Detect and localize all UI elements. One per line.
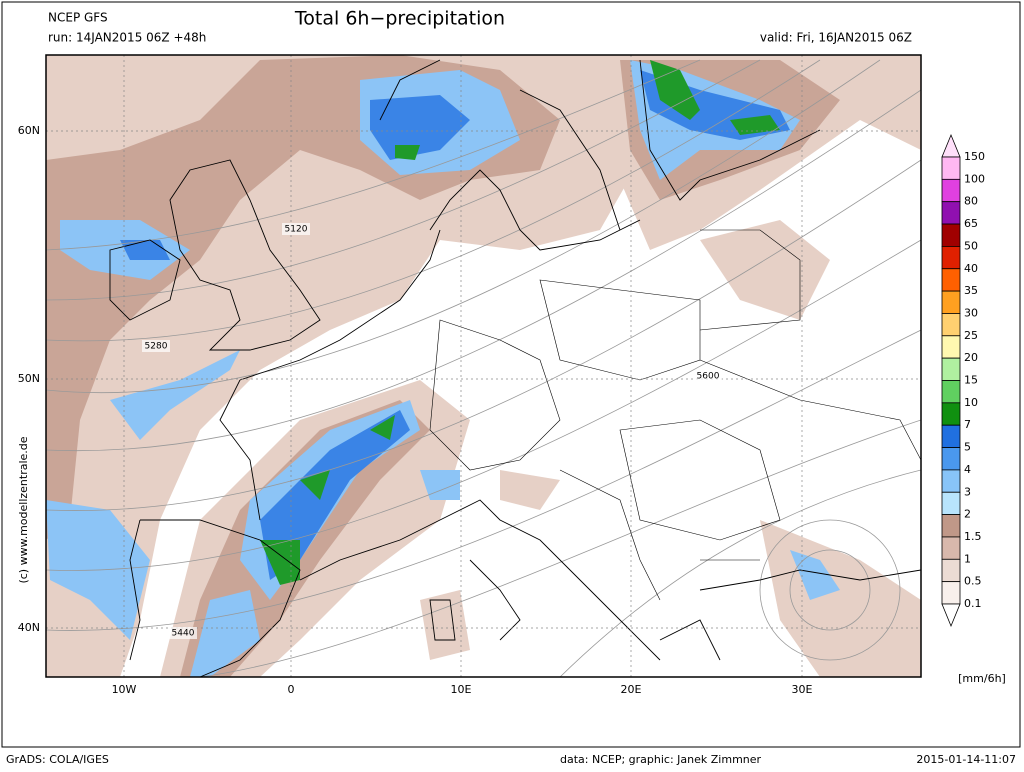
legend-box	[941, 357, 961, 381]
legend-box	[941, 156, 961, 180]
precip-green	[260, 60, 780, 585]
legend-triangle-bottom	[941, 603, 961, 628]
legend-box	[941, 447, 961, 471]
legend-label: 7	[964, 418, 971, 431]
contour-label-bg	[142, 340, 170, 352]
legend-box	[941, 245, 961, 270]
map-title: Total 6h−precipitation	[294, 8, 505, 30]
legend-label: 5	[964, 441, 971, 454]
footer-left: GrADS: COLA/IGES	[6, 753, 109, 766]
contour-label: 5280	[145, 342, 168, 352]
contour-label: 5440	[172, 629, 195, 639]
legend-box	[941, 402, 961, 426]
legend-label: 1	[964, 552, 971, 565]
legend-label: 25	[964, 329, 978, 342]
legend-label: 15	[964, 374, 978, 387]
legend-unit: [mm/6h]	[958, 672, 1006, 685]
footer-right: 2015-01-14-11:07	[916, 753, 1016, 766]
legend-label: 150	[964, 150, 985, 163]
legend-label: 2	[964, 508, 971, 521]
lat-label: 50N	[18, 372, 40, 385]
legend-box	[941, 380, 961, 404]
legend-box	[941, 424, 961, 448]
lat-label: 60N	[18, 124, 40, 137]
legend-label: 100	[964, 172, 985, 185]
contour-label: 5600	[697, 372, 720, 382]
map-frame	[45, 54, 922, 678]
legend-label: 35	[964, 284, 978, 297]
valid-time: valid: Fri, 16JAN2015 06Z	[760, 31, 912, 45]
lon-label: 10W	[112, 683, 137, 696]
contour-label-bg	[169, 627, 197, 639]
legend-label: 40	[964, 262, 978, 275]
page-frame	[1, 1, 1021, 748]
legend-label: 10	[964, 396, 978, 409]
legend-box	[941, 335, 961, 359]
coastlines	[109, 59, 921, 677]
run-info: run: 14JAN2015 06Z +48h	[48, 31, 206, 45]
legend-box	[941, 558, 961, 583]
legend-label: 0.1	[964, 597, 982, 610]
legend-box	[941, 469, 961, 493]
contour-label-bg	[694, 370, 722, 382]
legend-box	[941, 581, 961, 605]
legend-label: 4	[964, 463, 971, 476]
watermark: (c) www.modellzentrale.de	[17, 436, 30, 583]
legend-box	[941, 313, 961, 337]
legend-label: 80	[964, 195, 978, 208]
map-area	[46, 55, 921, 677]
contour-label: 5120	[285, 225, 308, 235]
legend-box	[941, 536, 961, 560]
contour-label-bg	[282, 223, 310, 235]
borders	[429, 229, 921, 601]
lat-label: 40N	[18, 621, 40, 634]
lon-label: 30E	[792, 683, 813, 696]
legend-box	[941, 178, 961, 203]
lon-label: 10E	[451, 683, 472, 696]
legend-label: 30	[964, 306, 978, 319]
lon-label: 0	[288, 683, 295, 696]
legend-label: 1.5	[964, 530, 982, 543]
footer-center: data: NCEP; graphic: Janek Zimmner	[560, 753, 762, 766]
model-name: NCEP GFS	[48, 11, 108, 25]
legend-label: 50	[964, 239, 978, 252]
legend-label: 3	[964, 485, 971, 498]
legend-box	[941, 290, 961, 314]
lon-label: 20E	[621, 683, 642, 696]
legend-box	[941, 201, 961, 225]
legend-box	[941, 514, 961, 538]
legend-box	[941, 223, 961, 247]
legend-box	[941, 268, 961, 292]
contour-lines	[46, 59, 921, 677]
legend-label: 20	[964, 351, 978, 364]
legend-label: 65	[964, 217, 978, 230]
legend-label: 0.5	[964, 575, 982, 588]
legend-box	[941, 491, 961, 516]
